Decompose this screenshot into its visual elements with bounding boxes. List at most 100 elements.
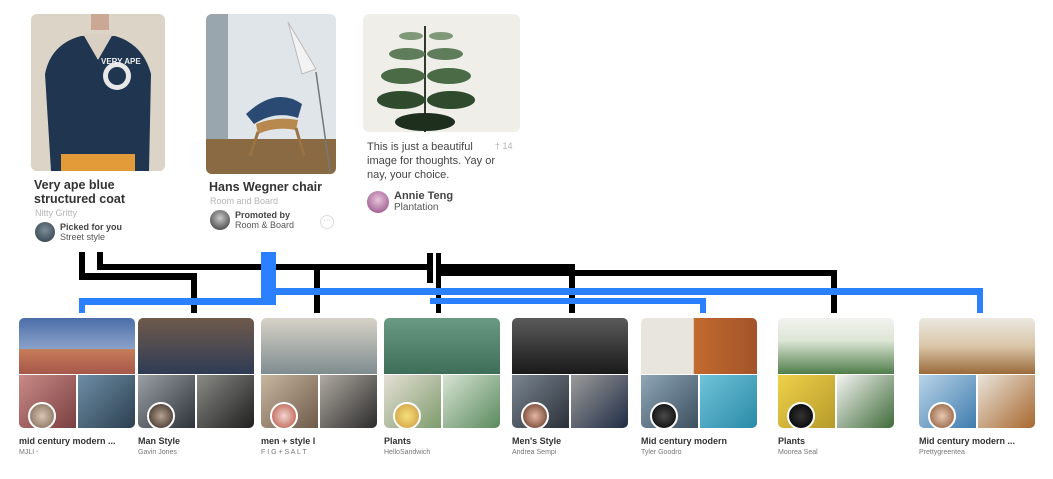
connector-line: [427, 253, 433, 283]
avatar: [928, 402, 956, 428]
connector-line: [270, 288, 983, 295]
connector-line: [436, 253, 441, 313]
avatar: [367, 191, 389, 213]
connector-line: [700, 298, 706, 313]
connector-line: [97, 252, 103, 270]
board-card[interactable]: Plants HelloSandwich: [384, 318, 500, 456]
board-card[interactable]: Mid century modern ... Prettygreentea: [919, 318, 1035, 456]
board-cover[interactable]: [778, 318, 894, 428]
pin-image-jacket[interactable]: VERY APE: [31, 14, 165, 171]
board-name[interactable]: Plants: [384, 436, 412, 446]
board-card[interactable]: mid century modern ... MJLI -: [19, 318, 135, 456]
board-cover-image: [641, 318, 757, 374]
connector-line: [191, 273, 197, 313]
board-cover[interactable]: [641, 318, 757, 428]
board-cover-image: [919, 318, 1035, 374]
board-cover-image: [512, 318, 628, 374]
attribution-user[interactable]: Annie Teng: [394, 190, 454, 202]
board-cover[interactable]: [512, 318, 628, 428]
pin-title[interactable]: Hans Wegner chair: [209, 180, 323, 194]
connector-line: [436, 264, 575, 270]
attribution-board[interactable]: Plantation: [394, 202, 439, 213]
repin-count[interactable]: † 14: [495, 141, 513, 151]
board-cover-image: [19, 318, 135, 374]
board-owner[interactable]: Gavin Jones: [138, 449, 177, 456]
attribution-board[interactable]: Street style: [60, 232, 106, 242]
pin-source[interactable]: Nitty Gritty: [35, 208, 77, 218]
pin-icon: †: [495, 141, 501, 151]
avatar: [270, 402, 298, 428]
board-thumbnail: [78, 375, 135, 428]
pin-description: This is just a beautiful image for thoug…: [367, 141, 495, 181]
avatar: [787, 402, 815, 428]
board-owner[interactable]: MJLI -: [19, 449, 39, 456]
board-name[interactable]: Plants: [778, 436, 806, 446]
board-card[interactable]: men + style l F I G + S A L T: [261, 318, 377, 456]
board-thumbnail: [978, 375, 1035, 428]
connector-line: [261, 252, 276, 304]
pin-attribution[interactable]: Picked for you Street style: [35, 222, 122, 242]
connector-line: [276, 264, 432, 270]
board-thumbnail: [443, 375, 500, 428]
board-cover-image: [384, 318, 500, 374]
avatar: [147, 402, 175, 428]
pin-attribution[interactable]: Annie Teng Plantation: [367, 190, 453, 214]
avatar: [210, 210, 230, 230]
board-name[interactable]: Men's Style: [512, 436, 562, 446]
board-thumbnail: [197, 375, 254, 428]
pin-attribution[interactable]: Promoted by Room & Board: [210, 210, 294, 230]
attribution-label: Promoted by: [235, 210, 291, 220]
avatar: [35, 222, 55, 242]
board-cover-image: [138, 318, 254, 374]
board-name[interactable]: Mid century modern: [641, 436, 728, 446]
board-owner[interactable]: Tyler Goodro: [641, 449, 682, 456]
board-name[interactable]: men + style l: [261, 436, 316, 446]
connector-line: [977, 288, 983, 313]
plant-photo-icon: [363, 14, 520, 132]
attribution-label: Picked for you: [60, 222, 123, 232]
connector-line: [97, 264, 261, 270]
pin-image-plant[interactable]: [363, 14, 520, 132]
board-owner[interactable]: Prettygreentea: [919, 449, 965, 456]
board-card[interactable]: Men's Style Andrea Sempi: [512, 318, 628, 456]
board-owner[interactable]: F I G + S A L T: [261, 449, 307, 456]
board-owner[interactable]: Andrea Sempi: [512, 449, 557, 456]
svg-text:VERY APE: VERY APE: [101, 57, 141, 66]
board-cover[interactable]: [384, 318, 500, 428]
chair-photo-icon: [206, 14, 336, 174]
avatar: [521, 402, 549, 428]
board-owner[interactable]: Moorea Seal: [778, 449, 818, 456]
board-cover-image: [261, 318, 377, 374]
board-card[interactable]: Man Style Gavin Jones: [138, 318, 254, 456]
board-card[interactable]: Plants Moorea Seal: [778, 318, 894, 456]
board-name[interactable]: mid century modern ...: [19, 436, 116, 446]
board-cover-image: [778, 318, 894, 374]
board-cover[interactable]: [138, 318, 254, 428]
connector-line: [79, 273, 197, 280]
connector-line: [79, 252, 85, 278]
board-name[interactable]: Mid century modern ...: [919, 436, 1016, 446]
board-thumbnail: [571, 375, 628, 428]
connector-line: [79, 298, 276, 305]
board-thumbnail: [320, 375, 377, 428]
pin-image-chair[interactable]: [206, 14, 336, 174]
avatar: [650, 402, 678, 428]
avatar: [393, 402, 421, 428]
more-options-button[interactable]: ···: [320, 215, 334, 229]
board-thumbnail: [837, 375, 894, 428]
pin-source[interactable]: Room and Board: [210, 196, 279, 206]
board-cover[interactable]: [261, 318, 377, 428]
pin-title[interactable]: Very ape blue structured coat: [34, 178, 125, 206]
connector-line: [430, 298, 706, 304]
board-cover[interactable]: [19, 318, 135, 428]
board-cover[interactable]: [919, 318, 1035, 428]
connector-line: [79, 298, 85, 313]
jacket-photo-icon: VERY APE: [31, 14, 165, 171]
board-name[interactable]: Man Style: [138, 436, 181, 446]
board-owner[interactable]: HelloSandwich: [384, 449, 431, 456]
connector-line: [436, 270, 837, 276]
attribution-board[interactable]: Room & Board: [235, 220, 295, 230]
board-thumbnail: [700, 375, 757, 428]
avatar: [28, 402, 56, 428]
board-card[interactable]: Mid century modern Tyler Goodro: [641, 318, 757, 456]
